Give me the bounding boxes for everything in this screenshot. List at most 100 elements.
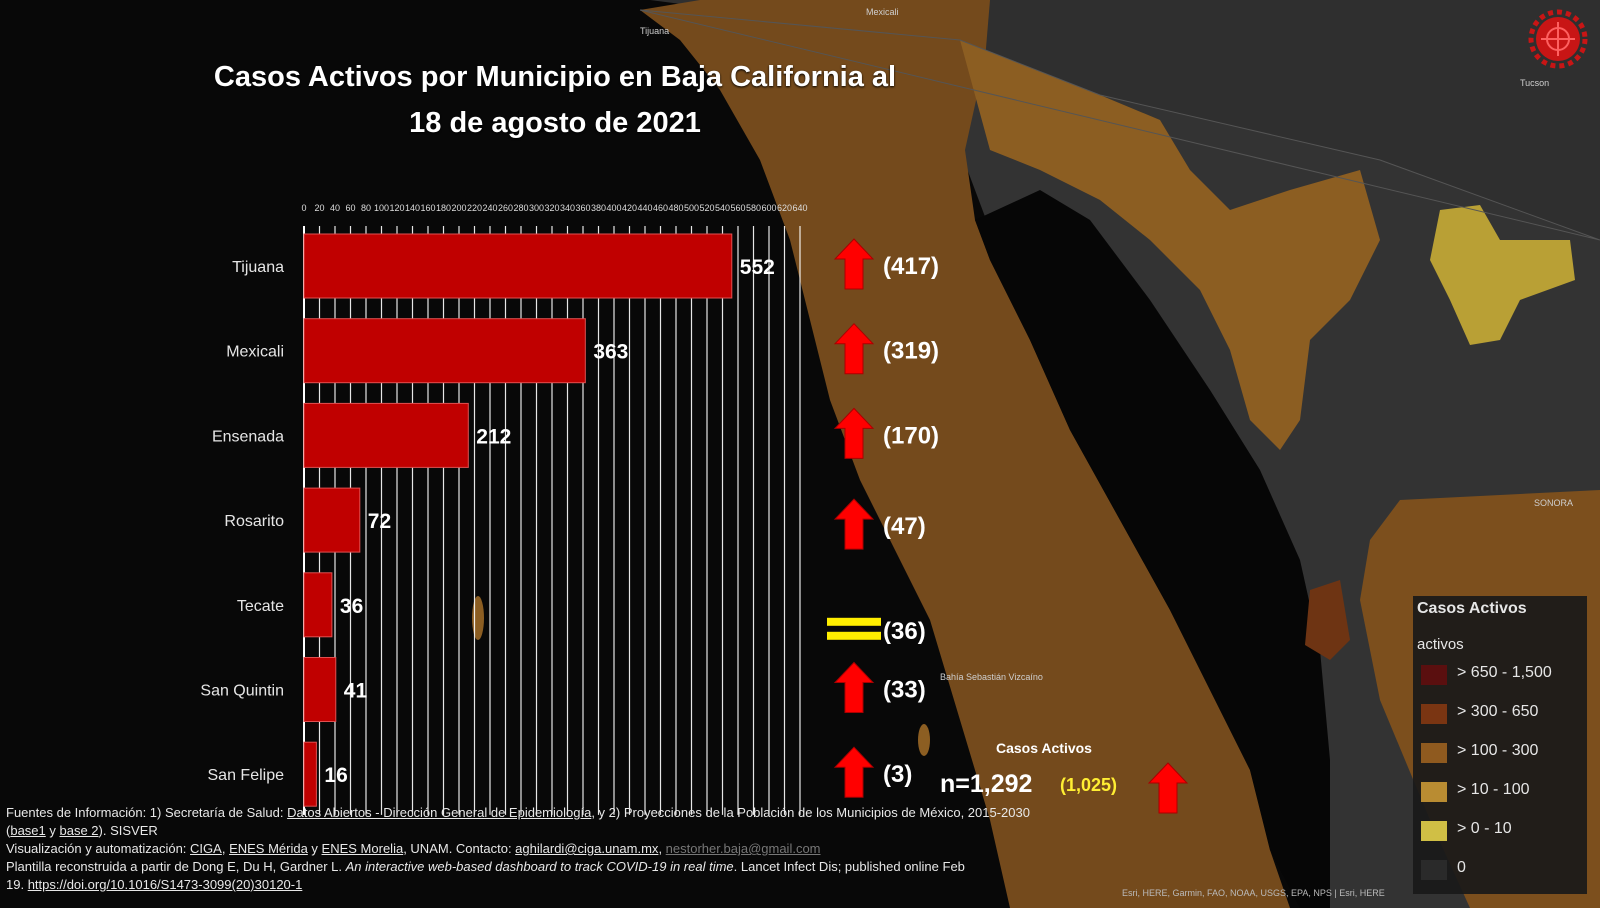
category-label: Rosarito <box>224 513 284 530</box>
x-tick-label: 40 <box>330 203 340 213</box>
legend-item: > 300 - 650 <box>1421 701 1587 727</box>
x-tick-label: 460 <box>653 203 668 213</box>
chart-trend-indicators <box>827 238 881 798</box>
trend-up-arrow-icon <box>833 498 875 550</box>
previous-value-label: (417) <box>883 253 939 280</box>
x-tick-label: 60 <box>345 203 355 213</box>
x-tick-label: 160 <box>420 203 435 213</box>
equal-bar <box>827 617 881 626</box>
trend-up-arrow-icon <box>833 661 875 713</box>
sources-paper-title: An interactive web-based dashboard to tr… <box>345 859 734 874</box>
map-label-tijuana: Tijuana <box>640 26 669 36</box>
total-value: n=1,292 <box>940 770 1033 798</box>
page-title: Casos Activos por Municipio en Baja Cali… <box>140 54 970 146</box>
sources-text: , <box>658 841 666 856</box>
x-tick-label: 480 <box>668 203 683 213</box>
link-doi[interactable]: https://doi.org/10.1016/S1473-3099(20)30… <box>27 877 303 892</box>
previous-value-label: (3) <box>883 761 912 788</box>
link-base1[interactable]: base1 <box>10 823 46 838</box>
map-legend: Casos Activos activos > 650 - 1,500 > 300… <box>1413 596 1587 894</box>
legend-swatch <box>1421 860 1447 880</box>
legend-item: > 0 - 10 <box>1421 818 1587 844</box>
map-yellow-region <box>1430 205 1575 345</box>
map-border-line <box>639 9 1600 241</box>
map-label-sonora: SONORA <box>1534 498 1573 508</box>
chart-category-labels: Tijuana Mexicali Ensenada Rosarito Tecate San… <box>200 259 284 784</box>
previous-value-label: (319) <box>883 338 939 365</box>
x-tick-label: 0 <box>301 203 306 213</box>
x-tick-label: 200 <box>451 203 466 213</box>
category-label: San Felipe <box>208 767 285 784</box>
previous-value-label: (33) <box>883 677 926 704</box>
link-base2[interactable]: base 2 <box>59 823 99 838</box>
legend-item: > 100 - 300 <box>1421 740 1587 766</box>
bar-rosarito <box>303 487 361 553</box>
legend-swatch <box>1421 782 1447 802</box>
link-datos-abiertos[interactable]: Datos Abiertos - Dirección General de Ep… <box>287 805 592 820</box>
category-label: Ensenada <box>212 428 284 445</box>
value-label: 212 <box>476 425 511 448</box>
x-tick-label: 100 <box>374 203 389 213</box>
link-ciga[interactable]: CIGA <box>190 841 222 856</box>
x-tick-label: 360 <box>575 203 590 213</box>
x-tick-label: 240 <box>482 203 497 213</box>
x-tick-label: 340 <box>560 203 575 213</box>
page-title-line1: Casos Activos por Municipio en Baja Cali… <box>213 61 897 93</box>
x-tick-label: 180 <box>436 203 451 213</box>
legend-label: > 0 - 10 <box>1457 820 1512 837</box>
sources-text: . Lancet Infect Dis; published online Fe… <box>733 859 965 874</box>
equal-bar <box>827 631 881 640</box>
category-label: San Quintin <box>200 683 284 700</box>
legend-label: > 10 - 100 <box>1457 781 1530 798</box>
total-trend-up-arrow-icon <box>1147 762 1189 814</box>
x-tick-label: 280 <box>513 203 528 213</box>
sources-text: , y 2) Proyecciones de la Población de l… <box>591 805 1030 820</box>
map-small-municipality <box>1305 580 1350 660</box>
x-tick-label: 320 <box>544 203 559 213</box>
sources-text: , UNAM. Contacto: <box>403 841 516 856</box>
x-tick-label: 580 <box>746 203 761 213</box>
chart-x-ticks: 0 20 40 60 80 100 120 140 160 180 200 220 240 260 280 3… <box>301 203 807 213</box>
link-email-nestorher[interactable]: nestorher.baja@gmail.com <box>665 841 821 856</box>
trend-equal-icon <box>827 617 881 640</box>
x-tick-label: 420 <box>622 203 637 213</box>
legend-swatch <box>1421 704 1447 724</box>
map-label-tucson: Tucson <box>1520 78 1549 88</box>
x-tick-label: 300 <box>529 203 544 213</box>
x-tick-label: 120 <box>389 203 404 213</box>
sources-text: Plantilla reconstruida a partir de Dong … <box>6 859 346 874</box>
category-label: Tecate <box>237 598 284 615</box>
total-caption: Casos Activos <box>996 740 1092 756</box>
trend-up-arrow-icon <box>833 746 875 798</box>
chart-value-labels: 552 363 212 72 36 41 16 <box>324 256 774 787</box>
x-tick-label: 20 <box>314 203 324 213</box>
link-enes-merida[interactable]: ENES Mérida <box>229 841 308 856</box>
chart-previous-values: (417) (319) (170) (47) (36) (33) (3) <box>883 253 939 788</box>
value-label: 72 <box>368 510 391 533</box>
link-enes-morelia[interactable]: ENES Morelia <box>321 841 404 856</box>
x-tick-label: 500 <box>684 203 699 213</box>
x-tick-label: 260 <box>498 203 513 213</box>
ciga-logo-icon <box>1528 9 1588 69</box>
bar-tijuana <box>303 233 733 299</box>
map-label-mexicali: Mexicali <box>866 7 899 17</box>
legend-item: > 10 - 100 <box>1421 779 1587 805</box>
map-sonora-region <box>960 40 1380 450</box>
map-island <box>918 724 930 756</box>
x-tick-label: 440 <box>637 203 652 213</box>
link-email-aghilardi[interactable]: aghilardi@ciga.unam.mx <box>515 841 659 856</box>
map-us-land <box>600 0 1600 240</box>
trend-up-arrow-icon <box>833 322 875 375</box>
legend-subtitle: activos <box>1417 636 1464 653</box>
x-tick-label: 540 <box>715 203 730 213</box>
previous-value-label: (36) <box>883 618 926 645</box>
legend-label: > 650 - 1,500 <box>1457 664 1552 681</box>
value-label: 36 <box>340 595 363 618</box>
legend-item: > 650 - 1,500 <box>1421 662 1587 688</box>
legend-label: 0 <box>1457 859 1466 876</box>
x-tick-label: 620 <box>777 203 792 213</box>
x-tick-label: 640 <box>792 203 807 213</box>
x-tick-label: 520 <box>699 203 714 213</box>
